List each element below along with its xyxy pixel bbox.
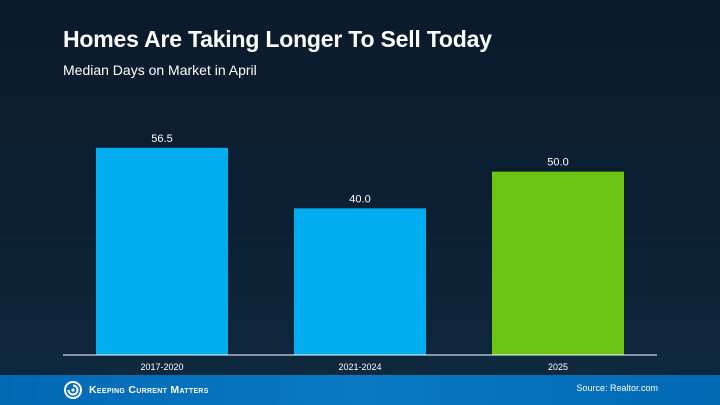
kcm-logo: Keeping Current Matters <box>64 380 209 400</box>
bar-2021-2024 <box>294 208 426 355</box>
data-label-2025: 50.0 <box>547 157 568 169</box>
labels-group: 56.5 2017-2020 40.0 2021-2024 50.0 2025 <box>140 133 568 372</box>
bar-chart: 56.5 2017-2020 40.0 2021-2024 50.0 2025 <box>96 133 624 372</box>
data-label-2021-2024: 40.0 <box>349 193 370 205</box>
x-tick-label-2017-2020: 2017-2020 <box>140 362 183 372</box>
bar-2017-2020 <box>96 147 228 355</box>
data-label-2017-2020: 56.5 <box>151 133 172 145</box>
footer-bar: Keeping Current Matters Source: Realtor.… <box>0 375 720 405</box>
logo-wordmark: Keeping Current Matters <box>89 384 209 396</box>
x-tick-label-2025: 2025 <box>548 362 568 372</box>
page-subtitle: Median Days on Market in April <box>63 62 257 78</box>
swirl-logo-icon <box>64 381 82 399</box>
x-tick-label-2021-2024: 2021-2024 <box>338 362 381 372</box>
bar-2025 <box>492 171 624 355</box>
source-credit: Source: Realtor.com <box>576 383 658 393</box>
page-title: Homes Are Taking Longer To Sell Today <box>63 26 492 52</box>
bars-group <box>96 147 624 355</box>
